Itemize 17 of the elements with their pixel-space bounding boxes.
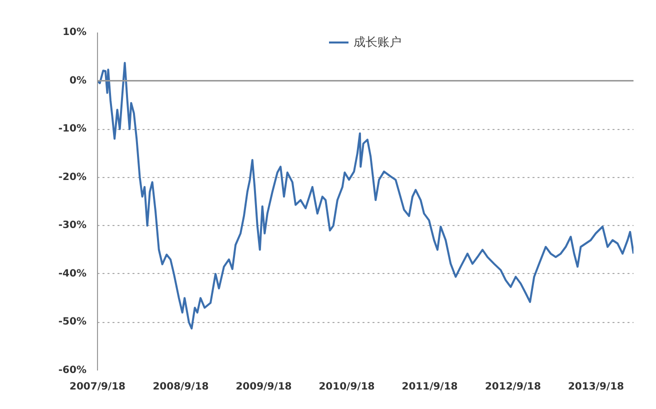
- y-tick-label: -20%: [58, 172, 87, 183]
- y-tick-label: -10%: [58, 124, 87, 135]
- x-tick-label: 2009/9/18: [236, 382, 292, 392]
- y-tick-label: -50%: [58, 316, 87, 328]
- x-tick-label: 2008/9/18: [152, 382, 209, 392]
- y-tick-label: -60%: [58, 365, 87, 376]
- y-tick-label: -30%: [58, 220, 87, 232]
- line-series: [98, 62, 634, 330]
- x-tick-label: 2007/9/18: [69, 382, 126, 392]
- x-tick-label: 2013/9/18: [568, 382, 624, 392]
- y-tick-label: 10%: [62, 27, 86, 38]
- y-tick-label: -40%: [58, 268, 87, 280]
- y-tick-label: 0%: [70, 75, 87, 86]
- x-tick-label: 2012/9/18: [484, 382, 542, 392]
- x-tick-label: 2010/9/18: [318, 382, 375, 392]
- x-tick-label: 2011/9/18: [402, 382, 458, 392]
- legend-label: 成长账户: [354, 34, 402, 50]
